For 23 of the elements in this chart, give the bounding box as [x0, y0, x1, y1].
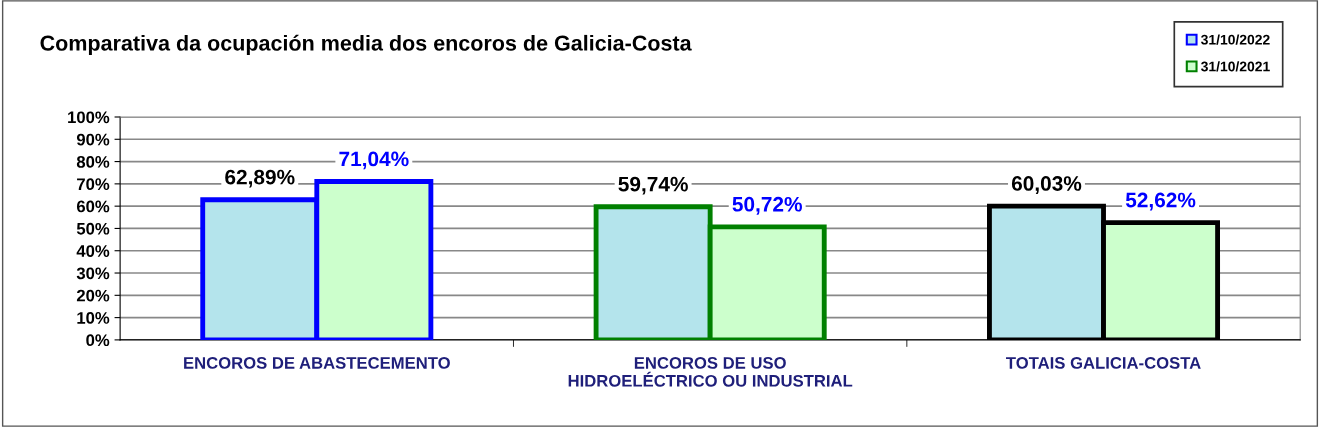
- data-label: 50,72%: [732, 196, 802, 215]
- data-label: 60,03%: [1011, 176, 1082, 194]
- y-tick-label: 40%: [76, 245, 110, 257]
- y-tick-label: 10%: [77, 312, 110, 324]
- data-label: 71,04%: [339, 151, 409, 170]
- legend-label: 31/10/2022: [1201, 34, 1270, 45]
- y-tick-label: 100%: [68, 111, 110, 124]
- y-tick-label: 50%: [76, 222, 110, 235]
- y-tick-label: 30%: [76, 267, 110, 280]
- y-tick-label: 90%: [76, 133, 110, 146]
- y-tick-label: 0%: [86, 334, 110, 347]
- x-tick-label: ENCOROS DE USO HIDROELÉCTRICO OU INDUSTRIAL: [568, 357, 853, 387]
- chart-title: Comparativa da ocupación media dos encoros de Galicia-Costa: [40, 34, 692, 55]
- y-tick-label: 60%: [76, 200, 110, 213]
- data-label: 62,89%: [225, 169, 295, 188]
- data-label: 52,62%: [1125, 192, 1196, 211]
- y-tick-label: 80%: [76, 155, 110, 168]
- legend-label: 31/10/2021: [1201, 61, 1270, 72]
- data-label: 59,74%: [618, 176, 688, 195]
- x-tick-label: ENCOROS DE ABASTECEMENTO: [184, 357, 450, 369]
- x-tick-label: TOTAIS GALICIA-COSTA: [1006, 357, 1201, 369]
- y-tick-label: 70%: [77, 178, 110, 191]
- y-tick-label: 20%: [76, 289, 110, 302]
